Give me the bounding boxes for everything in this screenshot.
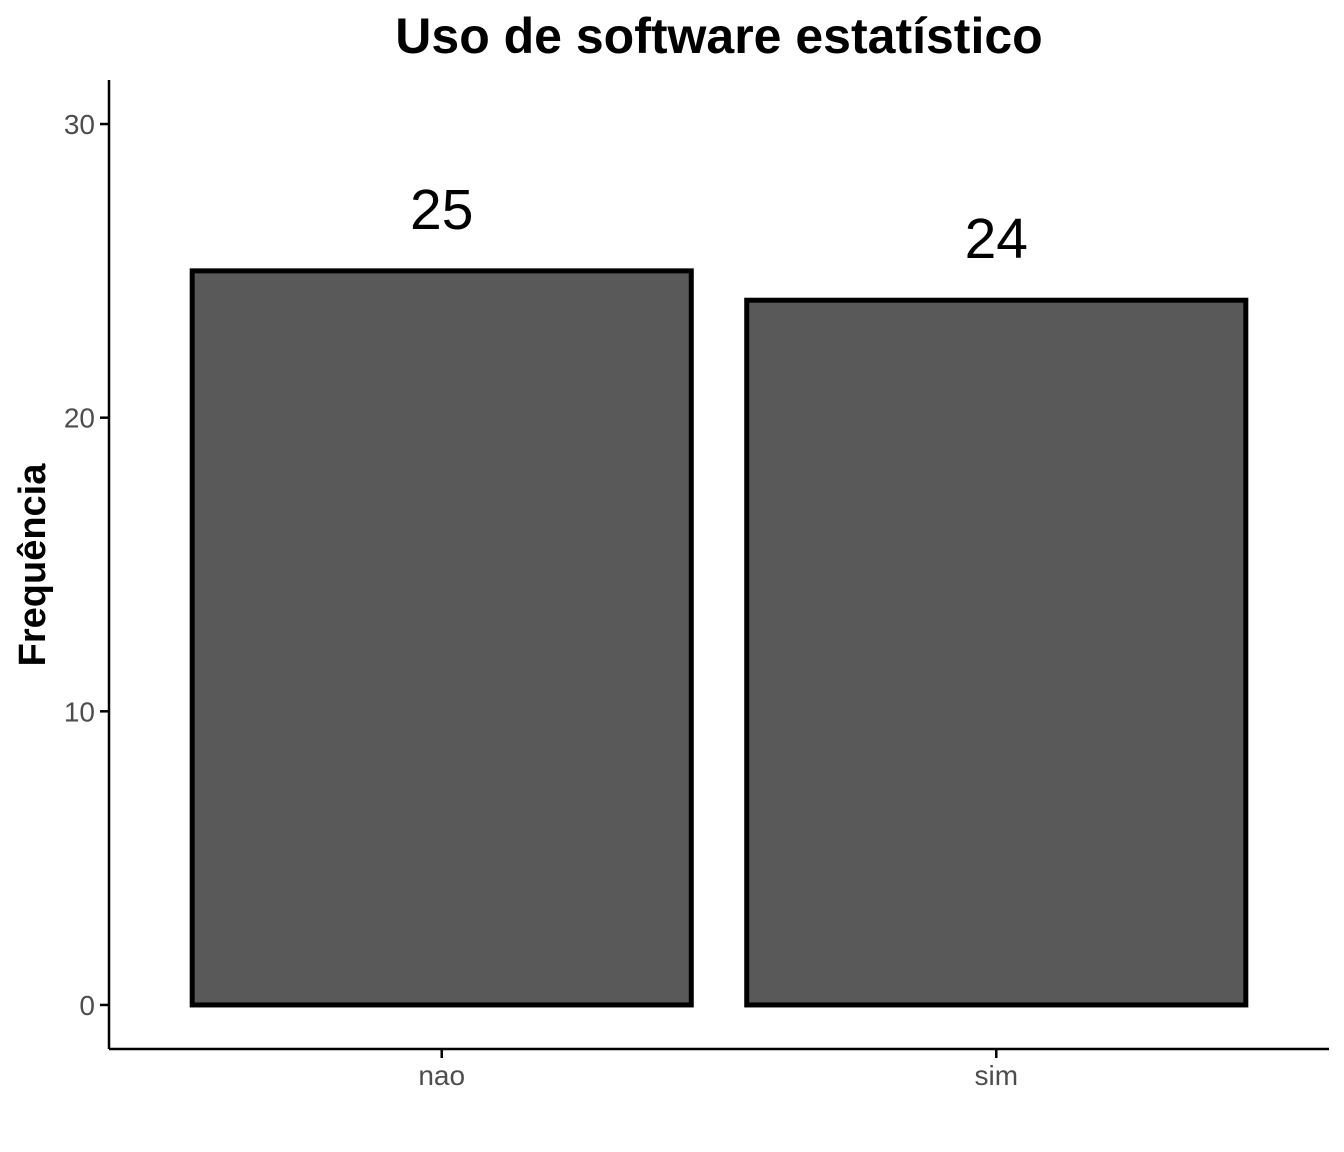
bar-sim: [744, 297, 1249, 1008]
data-label-sim: 24: [965, 207, 1028, 271]
y-tick-label: 0: [79, 990, 95, 1021]
y-tick-label: 10: [64, 696, 95, 727]
data-labels-layer: 25 24: [410, 178, 1028, 271]
x-axis-ticks: nao sim: [418, 1049, 1018, 1091]
y-tick-label: 20: [64, 403, 95, 434]
bars-layer: [189, 268, 1249, 1008]
y-axis-title: Frequência: [12, 463, 54, 667]
y-axis-ticks: 0 10 20 30: [64, 109, 109, 1021]
data-label-nao: 25: [410, 178, 473, 242]
bar-nao: [189, 268, 694, 1008]
chart-title: Uso de software estatístico: [395, 8, 1042, 64]
x-tick-label-nao: nao: [418, 1060, 465, 1091]
x-tick-label-sim: sim: [974, 1060, 1018, 1091]
y-tick-label: 30: [64, 109, 95, 140]
